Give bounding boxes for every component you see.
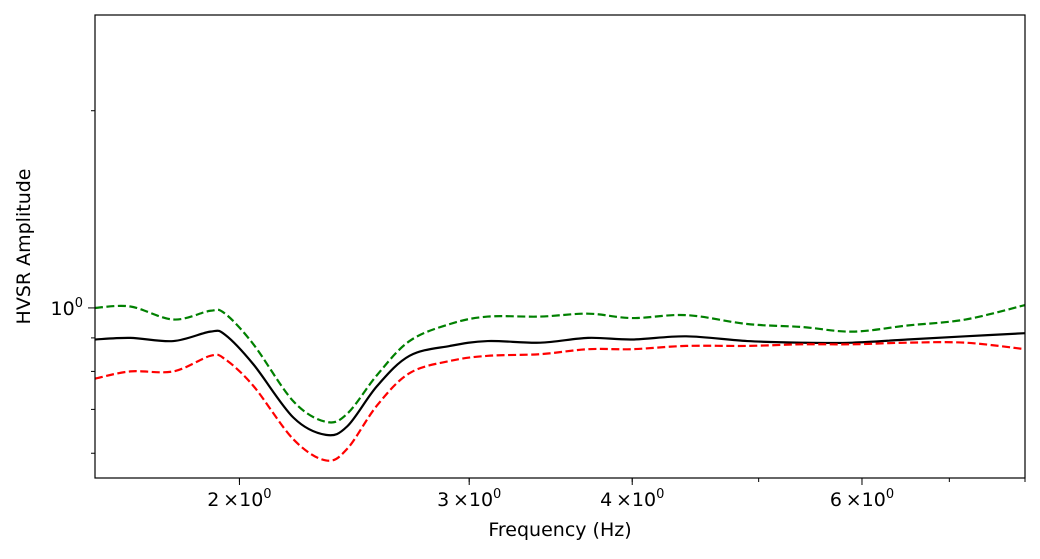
series-layer — [95, 304, 1025, 462]
series-line-0 — [95, 304, 1025, 424]
x-tick-label: 4 ×100 — [600, 487, 664, 511]
series-line-2 — [95, 341, 1025, 462]
axes-frame — [94, 14, 1026, 479]
x-tick-label: 6 ×100 — [830, 487, 894, 511]
x-axis-label: Frequency (Hz) — [488, 519, 631, 541]
x-tick-label: 3 ×100 — [437, 487, 501, 511]
y-axis-label: HVSR Amplitude — [13, 169, 35, 325]
y-tick-label: 100 — [51, 296, 83, 320]
x-tick-label: 2 ×100 — [207, 487, 271, 511]
series-line-1 — [95, 329, 1025, 437]
ticks-layer: 2 ×100 3 ×100 4 ×100 6 ×100 100 — [51, 110, 1026, 511]
